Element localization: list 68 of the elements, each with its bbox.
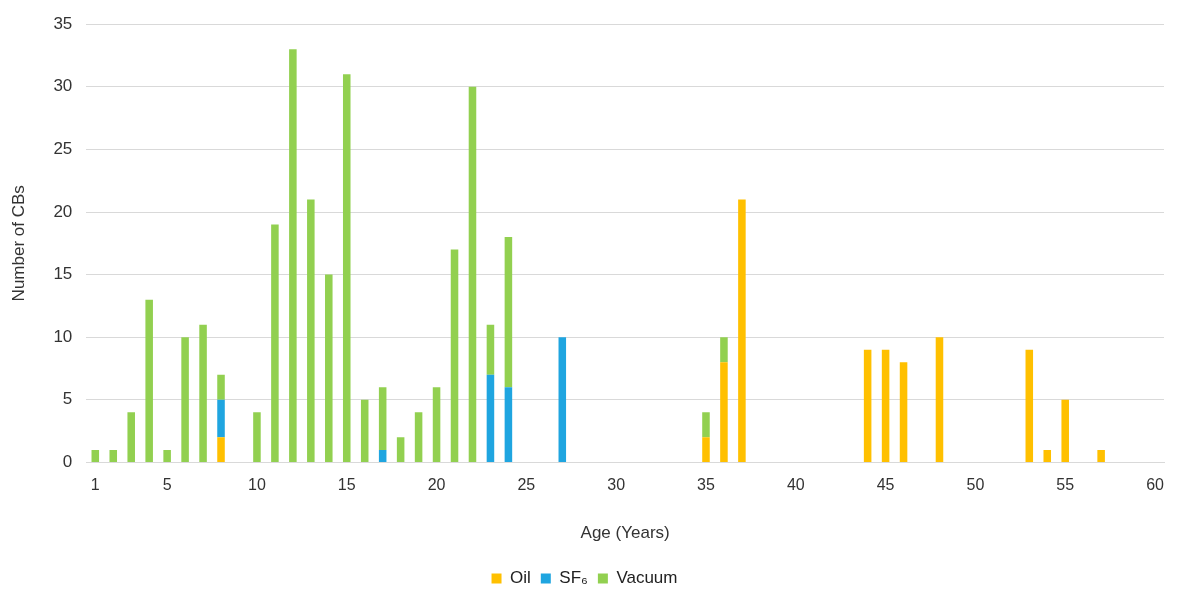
bar [881,349,890,462]
bar [720,337,728,363]
bar [163,449,171,462]
bar [271,224,279,462]
bar [1025,349,1034,462]
x-tick-label: 50 [966,476,985,494]
y-axis-title: Number of CBs [8,185,28,302]
bar [360,399,369,462]
x-tick-label: 35 [697,476,715,494]
bar [145,299,153,462]
bar [217,399,225,438]
bar [702,412,710,438]
y-tick-label: 0 [62,452,73,472]
bar [450,249,459,462]
bar [378,449,387,462]
y-tick-label: 20 [53,201,73,221]
bar [1043,449,1052,462]
bar [414,412,423,462]
bar [342,74,351,462]
bar [432,387,441,462]
bar [486,324,495,375]
bar [217,437,225,462]
x-tick-label: 55 [1056,476,1075,494]
bar [468,86,477,462]
x-tick-label: 45 [876,476,895,494]
bar [899,362,908,462]
bar [935,337,944,462]
bar [378,387,387,450]
bar [1061,399,1069,462]
x-tick-label: 5 [162,476,172,494]
y-tick-label: 15 [53,264,73,284]
bar [199,324,207,462]
x-tick-label: 20 [427,476,446,494]
y-tick-label: 5 [62,389,73,409]
x-tick-label: 60 [1146,476,1165,494]
x-tick-label: 10 [248,476,266,494]
x-axis-title: Age (Years) [580,523,670,543]
bar [504,387,513,462]
bar [702,437,710,462]
bar [486,374,495,462]
y-tick-label: 25 [53,139,73,159]
bar [863,349,872,462]
legend-label: SF₆ [559,568,588,588]
bar [325,274,333,462]
bar [307,199,315,462]
bar [504,237,513,388]
bar [558,337,567,462]
bar [289,49,297,462]
bar [738,199,746,462]
x-tick-label: 25 [517,476,536,494]
bar [396,437,405,462]
bar [181,337,189,462]
bar [127,412,135,462]
bar [217,374,225,400]
bar [109,449,118,462]
x-tick-label: 1 [90,476,100,494]
bar [91,449,100,462]
x-tick-label: 30 [607,476,626,494]
legend-label: Vacuum [616,568,678,588]
bar [1097,449,1105,462]
y-tick-label: 10 [53,326,73,346]
x-tick-label: 40 [786,476,805,494]
y-tick-label: 30 [53,76,73,96]
y-tick-label: 35 [53,13,73,33]
bar [253,412,261,462]
bar [720,362,728,462]
legend-label: Oil [510,568,531,588]
x-tick-label: 15 [337,476,356,494]
